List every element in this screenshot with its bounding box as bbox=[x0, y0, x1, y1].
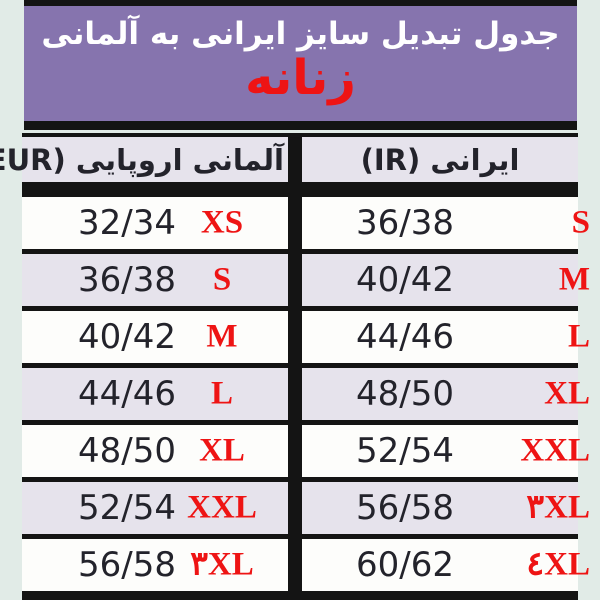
page-title: جدول تبدیل سایز ایرانی به آلمانی bbox=[41, 16, 560, 52]
size-cell-eur: 56/58 ۳XL bbox=[22, 539, 288, 591]
size-label-badge: S bbox=[212, 261, 232, 298]
size-cell-ir: 36/38 S bbox=[302, 197, 590, 249]
size-label-badge: M bbox=[558, 261, 590, 298]
size-cell-eur: 52/54 XXL bbox=[22, 482, 288, 534]
size-cell-eur: 40/42 M bbox=[22, 311, 288, 363]
size-cell-ir: 52/54 XXL bbox=[302, 425, 590, 477]
table-row: 36/38 S 40/42 M bbox=[22, 249, 590, 306]
size-label-badge: XXL bbox=[187, 489, 257, 526]
size-cell-eur: 32/34 XS bbox=[22, 197, 288, 249]
size-label-badge: L bbox=[567, 318, 590, 355]
size-cell-ir: 48/50 XL bbox=[302, 368, 590, 420]
column-divider bbox=[288, 425, 302, 477]
size-value: 44/46 bbox=[356, 317, 454, 357]
size-label-badge: S bbox=[571, 204, 590, 241]
size-label-badge: ۳XL bbox=[190, 546, 254, 583]
table-header-row: آلمانی اروپایی (EUR) ایرانی (IR) bbox=[0, 133, 578, 192]
size-cell-eur: 48/50 XL bbox=[22, 425, 288, 477]
size-value: 48/50 bbox=[78, 431, 176, 471]
table-row: 40/42 M 44/46 L bbox=[22, 306, 590, 363]
size-value: 48/50 bbox=[356, 374, 454, 414]
column-divider bbox=[288, 137, 302, 182]
column-divider bbox=[288, 539, 302, 591]
column-divider bbox=[288, 311, 302, 363]
table-row: 56/58 ۳XL 60/62 ٤XL bbox=[22, 534, 590, 591]
column-header-ir: ایرانی (IR) bbox=[302, 137, 578, 182]
table-row: 32/34 XS 36/38 S bbox=[22, 192, 590, 249]
size-label-badge: L bbox=[210, 375, 233, 412]
size-value: 40/42 bbox=[78, 317, 176, 357]
title-bar: جدول تبدیل سایز ایرانی به آلمانی زنانه bbox=[24, 0, 577, 130]
page-subtitle: زنانه bbox=[245, 49, 356, 106]
table-row: 48/50 XL 52/54 XXL bbox=[22, 420, 590, 477]
size-value: 52/54 bbox=[356, 431, 454, 471]
size-value: 44/46 bbox=[78, 374, 176, 414]
size-cell-ir: 40/42 M bbox=[302, 254, 590, 306]
size-label-badge: M bbox=[206, 318, 238, 355]
size-label-badge: XL bbox=[544, 375, 590, 412]
size-value: 36/38 bbox=[78, 260, 176, 300]
size-cell-eur: 44/46 L bbox=[22, 368, 288, 420]
size-label-badge: XS bbox=[200, 204, 244, 241]
size-value: 40/42 bbox=[356, 260, 454, 300]
column-divider bbox=[288, 254, 302, 306]
size-label-badge: ۳XL bbox=[526, 489, 590, 526]
size-value: 56/58 bbox=[78, 545, 176, 585]
size-cell-ir: 44/46 L bbox=[302, 311, 590, 363]
size-label-badge: XL bbox=[199, 432, 245, 469]
size-value: 56/58 bbox=[356, 488, 454, 528]
size-label-badge: ٤XL bbox=[526, 546, 590, 583]
column-header-eur: آلمانی اروپایی (EUR) bbox=[0, 137, 288, 182]
size-conversion-table: آلمانی اروپایی (EUR) ایرانی (IR) 32/34 X… bbox=[0, 133, 590, 600]
size-cell-ir: 56/58 ۳XL bbox=[302, 482, 590, 534]
size-value: 52/54 bbox=[78, 488, 176, 528]
size-cell-eur: 36/38 S bbox=[22, 254, 288, 306]
column-divider bbox=[288, 482, 302, 534]
size-value: 32/34 bbox=[78, 203, 176, 243]
size-cell-ir: 60/62 ٤XL bbox=[302, 539, 590, 591]
column-divider bbox=[288, 197, 302, 249]
size-label-badge: XXL bbox=[520, 432, 590, 469]
column-header-ir-label: ایرانی (IR) bbox=[360, 142, 520, 177]
column-header-eur-label: آلمانی اروپایی (EUR) bbox=[0, 142, 284, 177]
table-row: 52/54 XXL 56/58 ۳XL bbox=[22, 477, 590, 534]
column-divider bbox=[288, 368, 302, 420]
size-value: 36/38 bbox=[356, 203, 454, 243]
size-value: 60/62 bbox=[356, 545, 454, 585]
table-row: 44/46 L 48/50 XL bbox=[22, 363, 590, 420]
